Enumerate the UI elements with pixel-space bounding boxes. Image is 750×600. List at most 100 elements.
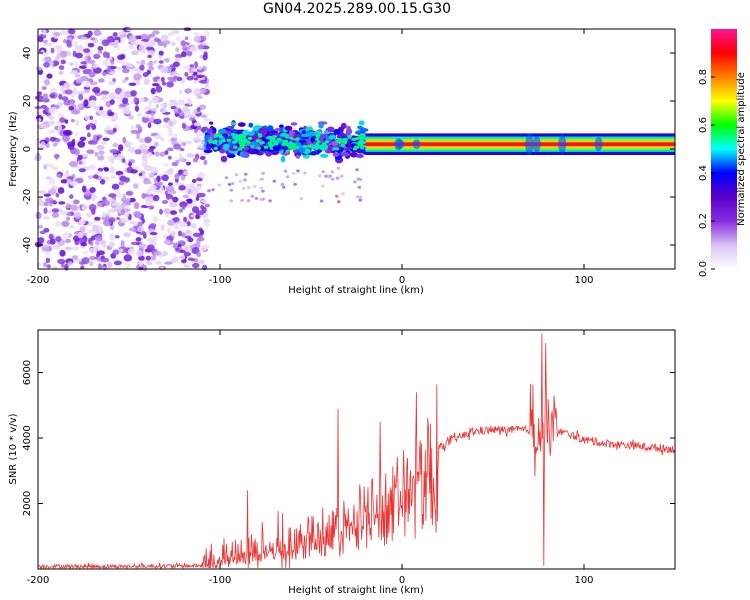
spectrogram-noise-blob <box>67 28 76 35</box>
spectrogram-noise-blob <box>55 221 61 227</box>
spectrogram-noise-blob <box>125 191 133 196</box>
spectrogram-noise-blob <box>62 38 68 44</box>
spectrogram-signal-core <box>232 140 237 144</box>
spectrogram-noise-blob <box>108 80 116 86</box>
spectrogram-noise-blob <box>331 177 335 181</box>
spectrogram-noise-blob <box>42 262 48 268</box>
chart-title: GN04.2025.289.00.15.G30 <box>263 1 451 17</box>
spectrogram-noise-blob <box>268 199 272 203</box>
snr-marks <box>37 333 676 570</box>
spectrogram-noise-blob <box>186 97 192 102</box>
spectrogram-noise-blob <box>115 95 120 100</box>
spectrogram-signal-core <box>340 144 345 148</box>
spectrogram-noise-blob <box>148 39 156 47</box>
spectrogram-noise-blob <box>80 241 88 247</box>
spectrogram-noise-blob <box>161 81 167 86</box>
spectrogram-noise-blob <box>291 171 296 175</box>
spectrogram-noise-blob <box>280 182 285 186</box>
spectrogram-noise-blob <box>77 140 86 148</box>
spectrogram-noise-blob <box>139 64 145 71</box>
spectrogram-noise-blob <box>192 157 199 163</box>
spectrogram-noise-blob <box>129 197 136 203</box>
spectrogram-noise-blob <box>123 177 130 183</box>
spectrogram-signal-blob <box>307 131 316 137</box>
spectrogram-noise-blob <box>193 139 202 143</box>
spectrogram-noise-blob <box>62 129 72 136</box>
spectrogram-signal-core <box>234 134 239 138</box>
spectrogram-noise-blob <box>108 92 116 100</box>
spectrogram-noise-blob <box>174 222 179 229</box>
spectrogram-noise-blob <box>48 115 55 120</box>
spectrogram-noise-blob <box>161 174 169 182</box>
spectrogram-noise-blob <box>116 46 121 51</box>
spectrogram-noise-blob <box>296 169 300 173</box>
spectrogram-noise-blob <box>197 260 205 264</box>
snr-y-axis: 2000 4000 6000 <box>22 360 675 516</box>
spectrogram-noise-blob <box>191 258 195 262</box>
spectrogram-noise-blob <box>149 184 157 191</box>
spectrogram-noise-blob <box>39 230 46 235</box>
spectrogram-noise-blob <box>89 261 94 267</box>
spectrogram-signal-blob <box>310 151 317 156</box>
spectrogram-signal-core <box>256 146 261 150</box>
spectrogram-noise-blob <box>120 61 129 66</box>
spectrogram-noise-blob <box>153 177 157 183</box>
spectrogram-noise-blob <box>149 232 158 236</box>
spectrogram-noise-blob <box>187 237 194 243</box>
spectrogram-noise-blob <box>77 91 85 96</box>
spectrogram-noise-blob <box>184 140 193 145</box>
spectrogram-noise-blob <box>186 75 194 81</box>
spectrogram-signal-blob <box>340 152 350 157</box>
spectrogram-noise-blob <box>83 99 89 107</box>
spectrogram-noise-blob <box>148 200 153 205</box>
spectrogram-signal-core <box>273 142 279 146</box>
spectrogram-signal-core <box>233 145 238 149</box>
spectrogram-signal-core <box>263 145 269 149</box>
spectrogram-noise-blob <box>93 53 101 60</box>
spectrogram-noise-blob <box>259 177 263 181</box>
spectrogram-noise-blob <box>174 53 183 59</box>
spectrogram-noise-blob <box>111 202 118 207</box>
spectrogram-noise-blob <box>73 199 80 205</box>
spectrogram-signal-core <box>328 135 334 139</box>
spectrogram-signal-core <box>324 140 329 144</box>
spectrogram-noise-blob <box>148 205 155 210</box>
spectrogram-noise-blob <box>89 241 94 246</box>
spectrogram-noise-blob <box>63 82 70 88</box>
spectrogram-noise-blob <box>60 85 65 92</box>
spectrogram-noise-blob <box>193 36 202 43</box>
spectrogram-noise-blob <box>101 242 108 248</box>
spectrogram-noise-blob <box>48 106 58 114</box>
spectrogram-noise-blob <box>182 194 189 199</box>
spectrogram-noise-blob <box>136 132 141 140</box>
spectrogram-noise-blob <box>192 262 200 269</box>
spectrogram-noise-blob <box>172 196 179 203</box>
spectrogram-noise-blob <box>43 61 50 68</box>
spectrogram-ylabel: Frequency (Hz) <box>8 111 19 187</box>
spectrogram-noise-blob <box>78 161 83 165</box>
spectrogram-noise-blob <box>97 50 103 54</box>
spectrogram-signal-blob <box>323 129 329 135</box>
spectrogram-noise-blob <box>200 204 205 210</box>
spectrogram-signal-core <box>239 137 245 141</box>
spectrogram-noise-blob <box>66 40 72 47</box>
spectrogram-noise-blob <box>79 136 87 141</box>
spectrogram-noise-blob <box>85 68 93 73</box>
spectrogram-noise-blob <box>146 188 153 196</box>
spectrogram-noise-blob <box>40 124 49 129</box>
spectrogram-noise-blob <box>106 129 114 135</box>
spectrogram-noise-blob <box>159 103 168 107</box>
spectrogram-signal-core <box>358 134 364 138</box>
spectrogram-noise-blob <box>101 200 110 207</box>
spectrogram-noise-blob <box>146 244 155 251</box>
spectrogram-noise-blob <box>183 264 191 268</box>
spectrogram-noise-blob <box>186 204 193 209</box>
spectrogram-noise-blob <box>60 179 69 184</box>
spectrogram-noise-blob <box>189 45 198 53</box>
spectrogram-noise-blob <box>103 168 110 172</box>
spectrogram-noise-blob <box>341 192 345 196</box>
spectrogram-signal-core <box>347 135 352 139</box>
spectrogram-noise-blob <box>193 127 198 134</box>
spectrogram-noise-blob <box>122 79 127 83</box>
spectrogram-noise-blob <box>81 36 88 41</box>
